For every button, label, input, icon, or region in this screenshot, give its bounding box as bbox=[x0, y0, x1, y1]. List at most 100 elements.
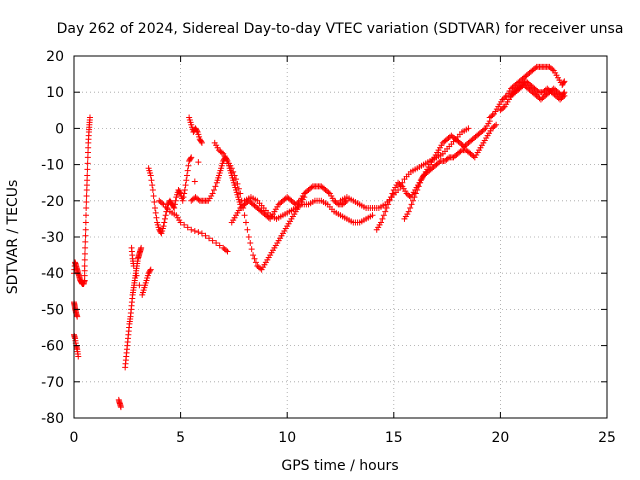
data-point-marker bbox=[247, 240, 254, 247]
data-point-marker bbox=[218, 149, 225, 156]
series-arc-o bbox=[401, 118, 493, 222]
data-point-marker bbox=[150, 192, 157, 199]
data-point-marker bbox=[74, 313, 81, 320]
data-point-marker bbox=[130, 262, 137, 269]
data-point-marker bbox=[147, 172, 154, 179]
data-point-marker bbox=[408, 201, 415, 208]
y-tick-label: -60 bbox=[41, 339, 64, 355]
data-point-marker bbox=[198, 230, 205, 237]
data-point-marker bbox=[409, 197, 416, 204]
data-point-marker bbox=[191, 178, 198, 185]
data-point-marker bbox=[133, 272, 140, 279]
data-point-marker bbox=[183, 172, 190, 179]
data-point-marker bbox=[295, 199, 302, 206]
data-point-marker bbox=[82, 232, 89, 239]
data-point-marker bbox=[181, 186, 188, 193]
data-point-marker bbox=[465, 125, 472, 132]
y-tick-label: 0 bbox=[55, 121, 64, 137]
data-point-marker bbox=[84, 160, 91, 167]
data-point-marker bbox=[152, 209, 159, 216]
data-point-marker bbox=[244, 226, 251, 233]
y-tick-label: -50 bbox=[41, 302, 64, 318]
data-point-marker bbox=[389, 190, 396, 197]
data-point-marker bbox=[209, 190, 216, 197]
data-point-marker bbox=[184, 224, 191, 231]
data-point-marker bbox=[237, 190, 244, 197]
data-point-marker bbox=[86, 114, 93, 121]
data-point-marker bbox=[241, 212, 248, 219]
data-point-marker bbox=[147, 267, 154, 274]
data-point-marker bbox=[171, 205, 178, 212]
data-point-marker bbox=[82, 244, 89, 251]
x-tick-label: 0 bbox=[70, 430, 79, 446]
data-point-marker bbox=[188, 154, 195, 161]
data-point-marker bbox=[213, 240, 220, 247]
data-point-marker bbox=[81, 256, 88, 263]
y-tick-label: -30 bbox=[41, 230, 64, 246]
data-point-marker bbox=[151, 199, 158, 206]
data-point-marker bbox=[81, 250, 88, 257]
data-point-marker bbox=[209, 237, 216, 244]
data-point-marker bbox=[415, 183, 422, 190]
data-point-marker bbox=[160, 223, 167, 230]
x-tick-label: 20 bbox=[491, 430, 509, 446]
data-point-marker bbox=[561, 89, 568, 96]
data-point-marker bbox=[185, 162, 192, 169]
data-point-marker bbox=[560, 79, 567, 86]
data-point-marker bbox=[181, 190, 188, 197]
data-point-marker bbox=[82, 238, 89, 245]
data-point-marker bbox=[245, 234, 252, 240]
data-point-marker bbox=[386, 197, 393, 204]
data-point-marker bbox=[407, 205, 414, 212]
data-point-marker bbox=[224, 248, 231, 255]
data-point-marker bbox=[325, 189, 332, 196]
data-point-marker bbox=[560, 90, 567, 97]
data-point-marker bbox=[333, 200, 340, 207]
y-tick-label: -10 bbox=[41, 158, 64, 174]
data-point-marker bbox=[406, 192, 413, 199]
data-point-marker bbox=[491, 122, 498, 129]
data-point-marker bbox=[83, 212, 90, 219]
data-point-marker bbox=[83, 205, 90, 212]
x-axis-label: GPS time / hours bbox=[281, 458, 398, 474]
data-point-marker bbox=[414, 186, 421, 193]
x-tick-label: 5 bbox=[176, 430, 185, 446]
data-point-marker bbox=[138, 244, 145, 251]
data-point-marker bbox=[161, 219, 168, 226]
data-point-marker bbox=[532, 65, 539, 72]
data-point-marker bbox=[84, 166, 91, 173]
data-point-marker bbox=[153, 214, 160, 221]
data-point-marker bbox=[159, 200, 166, 207]
data-point-marker bbox=[242, 219, 249, 226]
data-point-marker bbox=[182, 182, 189, 189]
data-point-marker bbox=[379, 215, 386, 222]
data-point-marker bbox=[397, 182, 404, 189]
data-point-marker bbox=[385, 201, 392, 208]
series-arc-r bbox=[508, 81, 568, 103]
x-tick-label: 10 bbox=[278, 430, 296, 446]
data-point-marker bbox=[387, 194, 394, 201]
data-point-marker bbox=[405, 208, 412, 215]
data-point-marker bbox=[561, 78, 568, 85]
data-point-marker bbox=[206, 235, 213, 242]
data-point-marker bbox=[177, 219, 184, 226]
data-point-marker bbox=[216, 242, 223, 249]
series-arc-f bbox=[128, 244, 154, 298]
data-point-marker bbox=[382, 208, 389, 215]
series-arc-d bbox=[115, 396, 124, 411]
data-point-marker bbox=[549, 66, 556, 73]
data-point-marker bbox=[83, 199, 90, 206]
data-point-marker bbox=[252, 259, 259, 266]
data-point-marker bbox=[481, 126, 488, 133]
data-point-marker bbox=[82, 226, 89, 233]
data-point-marker bbox=[223, 247, 230, 254]
data-point-marker bbox=[369, 212, 376, 219]
data-point-marker bbox=[444, 155, 451, 162]
data-point-marker bbox=[380, 212, 387, 219]
data-point-marker bbox=[187, 155, 194, 162]
data-point-marker bbox=[149, 186, 156, 193]
data-point-marker bbox=[195, 229, 202, 236]
data-point-marker bbox=[198, 138, 205, 145]
data-point-marker bbox=[233, 176, 240, 183]
